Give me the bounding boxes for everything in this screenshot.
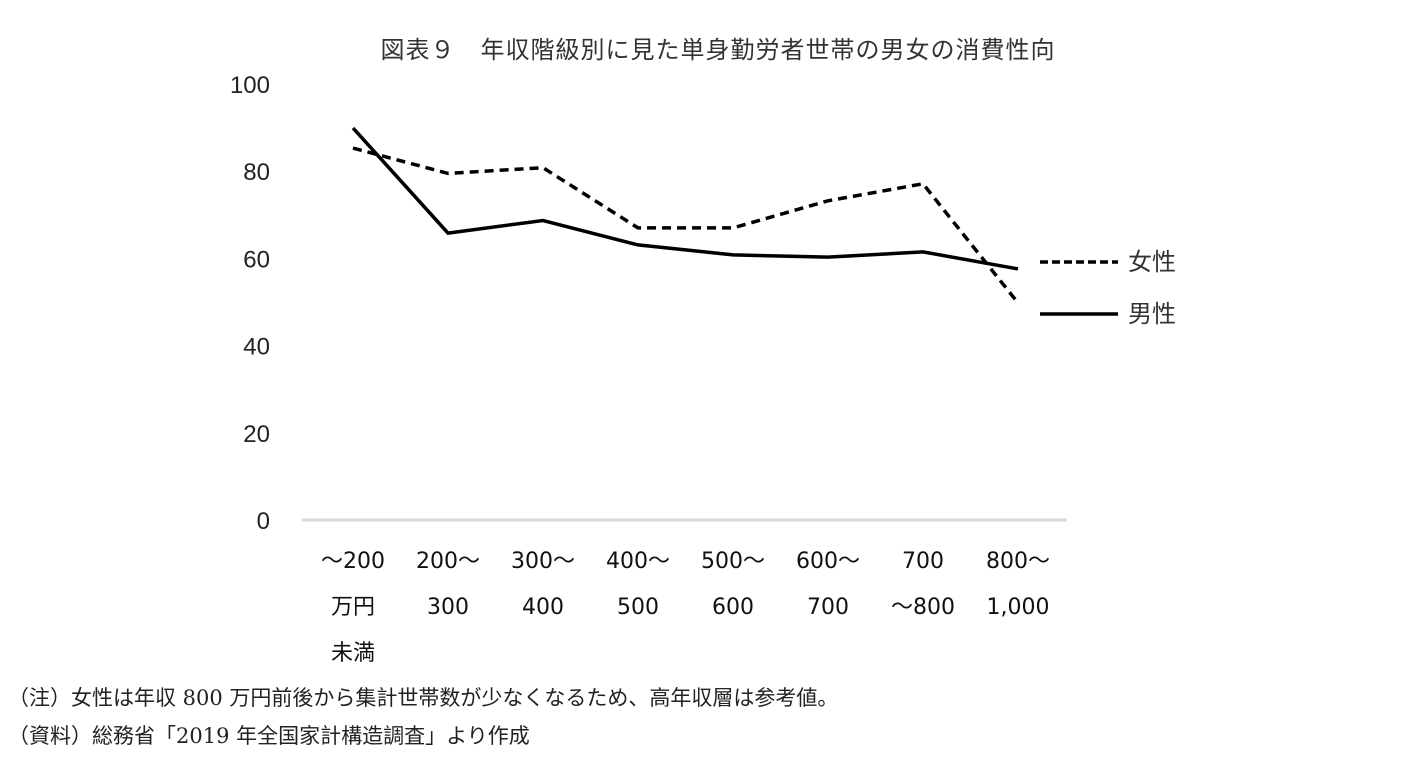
- x-tick-label: 700: [902, 549, 944, 574]
- x-tick-label: 万円: [331, 595, 375, 620]
- y-tick-label: 20: [243, 421, 270, 448]
- y-axis-ticks: 100 80 60 40 20 0: [230, 72, 270, 535]
- x-tick-label: 500～: [701, 549, 765, 574]
- x-tick-label: ～200: [321, 549, 385, 574]
- legend-label-male: 男性: [1128, 300, 1176, 328]
- x-tick-label: 未満: [331, 641, 375, 666]
- note-text: （注）女性は年収 800 万円前後から集計世帯数が少なくなるため、高年収層は参考…: [8, 686, 839, 710]
- male-series-line: [351, 126, 1019, 271]
- x-tick-label: 700: [807, 595, 849, 620]
- legend-item-female: 女性: [1040, 248, 1176, 276]
- female-series-line: [352, 146, 1020, 304]
- x-tick-label: 600～: [796, 549, 860, 574]
- x-tick-label: 1,000: [987, 595, 1050, 620]
- x-tick-label: 200～: [416, 549, 480, 574]
- legend-item-male: 男性: [1040, 300, 1176, 328]
- x-tick-label: ～800: [891, 595, 955, 620]
- chart-title: 図表９ 年収階級別に見た単身勤労者世帯の男女の消費性向: [380, 36, 1056, 64]
- source-text: （資料）総務省「2019 年全国家計構造調査」より作成: [8, 724, 530, 748]
- y-tick-label: 60: [243, 246, 270, 273]
- x-tick-label: 400～: [606, 549, 670, 574]
- y-tick-label: 40: [243, 334, 270, 361]
- legend-label-female: 女性: [1128, 248, 1176, 276]
- y-tick-label: 0: [257, 508, 270, 535]
- x-tick-label: 300: [427, 595, 469, 620]
- y-tick-label: 100: [230, 72, 270, 99]
- x-tick-label: 300～: [511, 549, 575, 574]
- y-tick-label: 80: [243, 159, 270, 186]
- x-tick-label: 500: [617, 595, 659, 620]
- legend: 女性 男性: [1040, 248, 1176, 328]
- x-tick-label: 400: [522, 595, 564, 620]
- x-tick-label: 600: [712, 595, 754, 620]
- x-tick-label: 800～: [986, 549, 1050, 574]
